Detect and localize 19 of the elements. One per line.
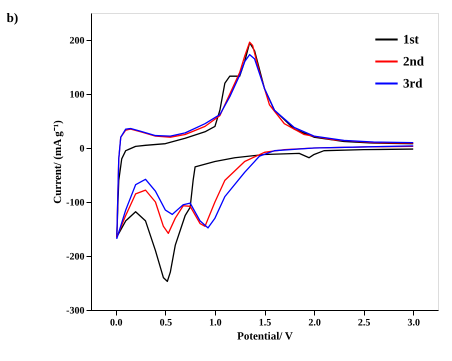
y-tick-label: -100 [66,198,84,208]
y-tick-label: 100 [70,90,84,100]
legend-label: 3rd [403,76,424,90]
legend-label: 1st [403,32,420,46]
y-tick-label: 0 [80,144,84,154]
x-tick-label: 1.0 [209,318,222,328]
x-tick-label: 3.0 [407,318,420,328]
x-tick-label: 0.5 [160,318,172,328]
y-tick-label: -300 [66,306,84,316]
x-axis-title: Potential/ V [237,330,293,342]
x-tick-label: 0.0 [110,318,123,328]
x-tick-label: 2.5 [358,318,370,328]
y-tick-label: -200 [66,252,84,262]
text: b) [6,10,18,25]
x-tick-label: 2.0 [308,318,321,328]
y-tick-label: 200 [70,36,84,46]
x-tick-label: 1.5 [258,318,272,328]
y-axis-title: Current/ (mA g⁻¹) [52,120,64,204]
legend-label: 2nd [403,54,425,68]
